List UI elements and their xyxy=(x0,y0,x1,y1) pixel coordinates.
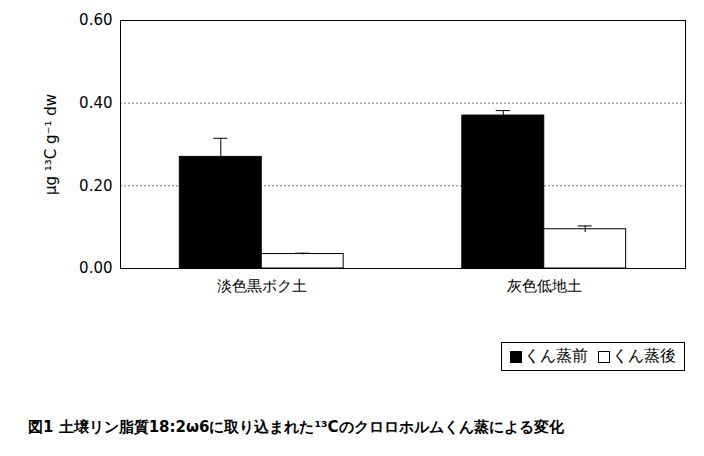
svg-text:0.40: 0.40 xyxy=(79,94,112,112)
svg-text:0.00: 0.00 xyxy=(79,259,112,277)
html-text:図1 土壌リン脂質18:2ω6に取り込まれた¹³Cのクロロホ: 図1 土壌リン脂質18:2ω6に取り込まれた¹³Cのクロロホルムくん蒸による変化 xyxy=(28,418,564,436)
svg-text:0.60: 0.60 xyxy=(79,11,112,29)
html-text:くん蒸後: くん蒸後 xyxy=(612,346,676,365)
svg-text:0.20: 0.20 xyxy=(79,177,112,195)
svg-text:灰色低地土: 灰色低地土 xyxy=(507,277,582,295)
html-text:くん蒸前: くん蒸前 xyxy=(524,346,588,365)
svg-text:淡色黒ボク土: 淡色黒ボク土 xyxy=(217,277,307,295)
svg-text:μg ¹³C g⁻¹ dw: μg ¹³C g⁻¹ dw xyxy=(42,94,60,195)
